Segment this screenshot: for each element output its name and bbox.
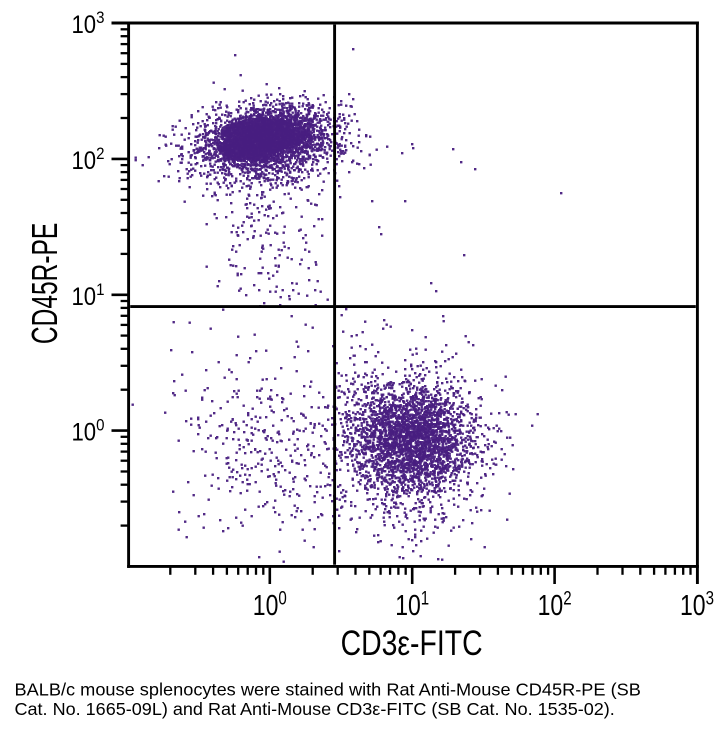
svg-text:102: 102 — [538, 589, 572, 623]
svg-text:Cat. No. 1665-09L) and Rat Ant: Cat. No. 1665-09L) and Rat Anti-Mouse CD… — [15, 699, 615, 719]
svg-text:BALB/c mouse splenocytes were: BALB/c mouse splenocytes were stained wi… — [15, 680, 641, 700]
svg-text:CD3ε-FITC: CD3ε-FITC — [341, 624, 483, 663]
svg-text:CD45R-PE: CD45R-PE — [24, 223, 65, 344]
